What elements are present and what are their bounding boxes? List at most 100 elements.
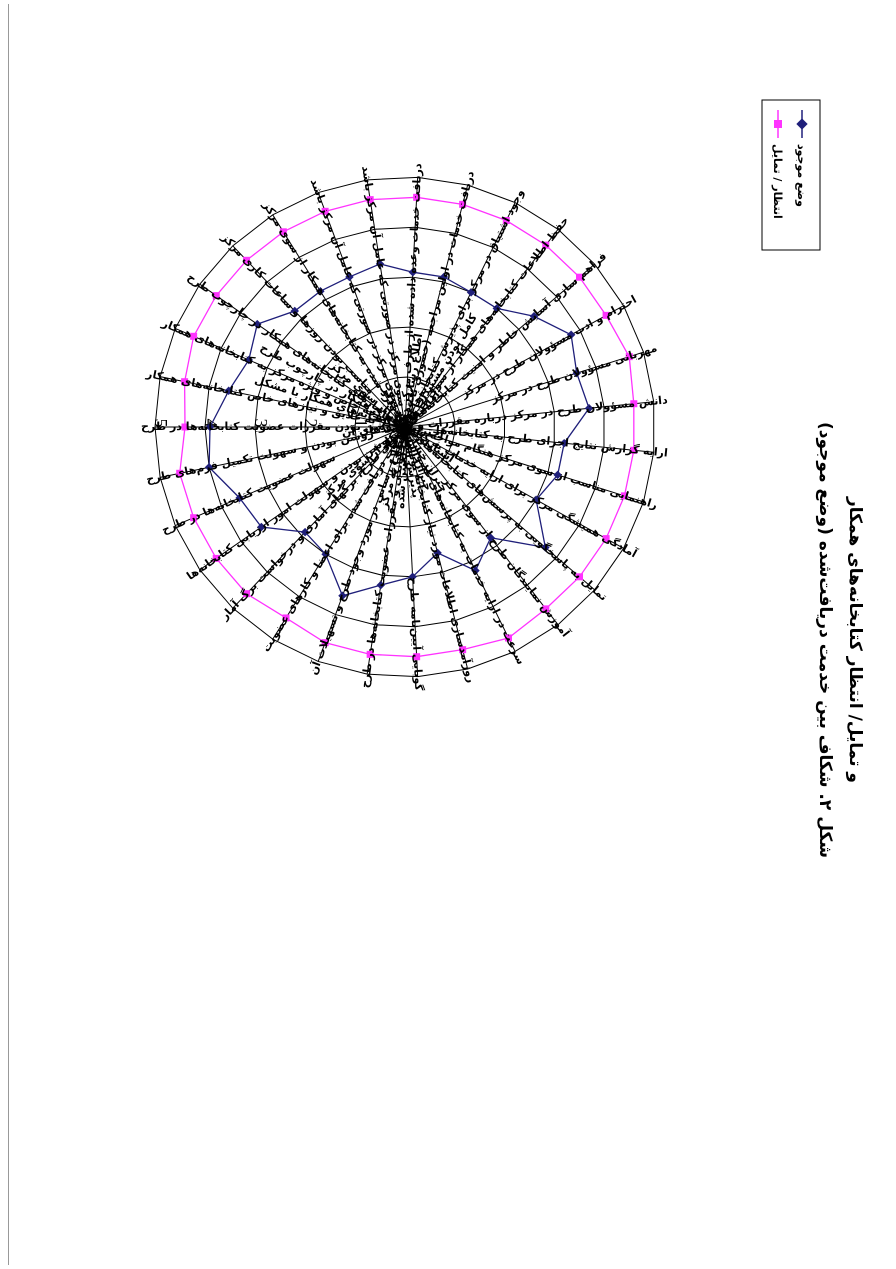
data-point: [279, 228, 287, 236]
legend-entry-current: وضع موجود: [795, 110, 808, 207]
data-point: [253, 319, 262, 329]
spoke: [404, 184, 469, 428]
spoke: [404, 426, 644, 503]
radar-series: [176, 193, 638, 661]
data-point: [257, 522, 266, 532]
data-point: [321, 639, 329, 647]
data-point: [212, 554, 220, 562]
data-point: [466, 288, 476, 297]
spoke: [199, 426, 406, 571]
spoke: [404, 229, 559, 428]
radar-category-labels: روشن بودن مقررات عضویت کتابخانه‌ها در طر…: [141, 163, 669, 692]
data-point: [376, 580, 386, 590]
data-point: [486, 533, 495, 542]
spoke: [199, 283, 406, 428]
data-point: [321, 550, 330, 559]
radar-tick-labels: 1 2 3 4 5: [151, 419, 371, 428]
data-point: [316, 286, 325, 296]
spoke: [404, 426, 469, 670]
data-point: [542, 605, 550, 613]
data-point: [375, 259, 385, 269]
radar-spokes: [155, 177, 654, 677]
data-point: [366, 650, 374, 658]
data-point: [282, 614, 290, 622]
spoke: [404, 426, 559, 625]
grid-ring-4: [204, 226, 605, 628]
data-point: [566, 330, 576, 340]
data-point: [224, 386, 233, 396]
data-point: [190, 332, 198, 340]
data-point: [576, 573, 584, 581]
legend-label-current: وضع موجود: [795, 144, 808, 207]
data-point: [243, 256, 251, 264]
spoke: [404, 426, 419, 677]
tick-label: 3: [251, 419, 271, 428]
spoke: [404, 426, 624, 549]
data-point: [459, 646, 467, 654]
data-point: [205, 422, 215, 432]
tick-label: 2: [301, 419, 321, 428]
data-point: [204, 463, 214, 472]
grid-ring-2: [304, 326, 505, 528]
data-point: [243, 590, 251, 598]
legend-marker-expected: [774, 120, 782, 128]
radar-grid-rings: [154, 176, 655, 678]
spoke: [317, 192, 406, 428]
category-label: گویایی آیین‌نامه طرح: [407, 577, 427, 692]
spoke: [232, 245, 406, 428]
spoke: [160, 376, 406, 428]
data-point: [541, 543, 550, 552]
category-label: روشن بودن مقررات عضویت کتابخانه‌ها در طر…: [141, 420, 399, 433]
spoke: [404, 305, 624, 428]
spoke: [366, 179, 406, 428]
data-point: [576, 273, 584, 281]
tick-label: 1: [351, 419, 371, 428]
data-point: [630, 446, 638, 454]
spoke: [404, 351, 644, 428]
data-point: [559, 438, 569, 448]
data-point: [181, 378, 189, 386]
data-point: [181, 423, 189, 431]
data-point: [553, 470, 562, 480]
series-line: [208, 263, 590, 597]
legend: وضع موجود انتظار / تمایل: [761, 99, 821, 251]
spoke: [404, 401, 654, 428]
data-point: [439, 272, 449, 282]
data-point: [321, 207, 329, 215]
data-point: [176, 469, 184, 477]
data-point: [190, 514, 198, 522]
spoke: [404, 426, 654, 453]
series-expected: [176, 193, 638, 661]
data-point: [492, 304, 502, 313]
data-point: [244, 355, 254, 365]
data-point: [584, 404, 594, 413]
data-point: [620, 492, 628, 500]
page-frame: [8, 4, 892, 1265]
series-line: [179, 196, 635, 658]
data-point: [408, 267, 418, 277]
caption-line2: و تمایل/ انتظار کتابخانه‌های همکار: [845, 496, 865, 783]
spoke: [175, 327, 406, 428]
grid-ring-5: [154, 176, 655, 678]
data-point: [459, 200, 467, 208]
data-point: [471, 566, 480, 575]
grid-ring-3: [254, 276, 555, 578]
data-point: [625, 353, 633, 361]
data-point: [504, 634, 512, 642]
spoke: [404, 426, 596, 591]
spoke: [272, 426, 406, 640]
data-point: [290, 306, 300, 316]
spoke: [404, 177, 419, 428]
data-point: [602, 311, 610, 319]
spoke: [404, 426, 516, 652]
data-point: [433, 548, 442, 558]
data-point: [531, 495, 541, 505]
data-point: [542, 241, 550, 249]
spoke: [232, 426, 406, 609]
data-point: [212, 292, 220, 300]
data-point: [413, 653, 421, 661]
spoke: [175, 426, 406, 527]
spoke: [272, 214, 406, 428]
grid-ring-1: [354, 376, 456, 478]
